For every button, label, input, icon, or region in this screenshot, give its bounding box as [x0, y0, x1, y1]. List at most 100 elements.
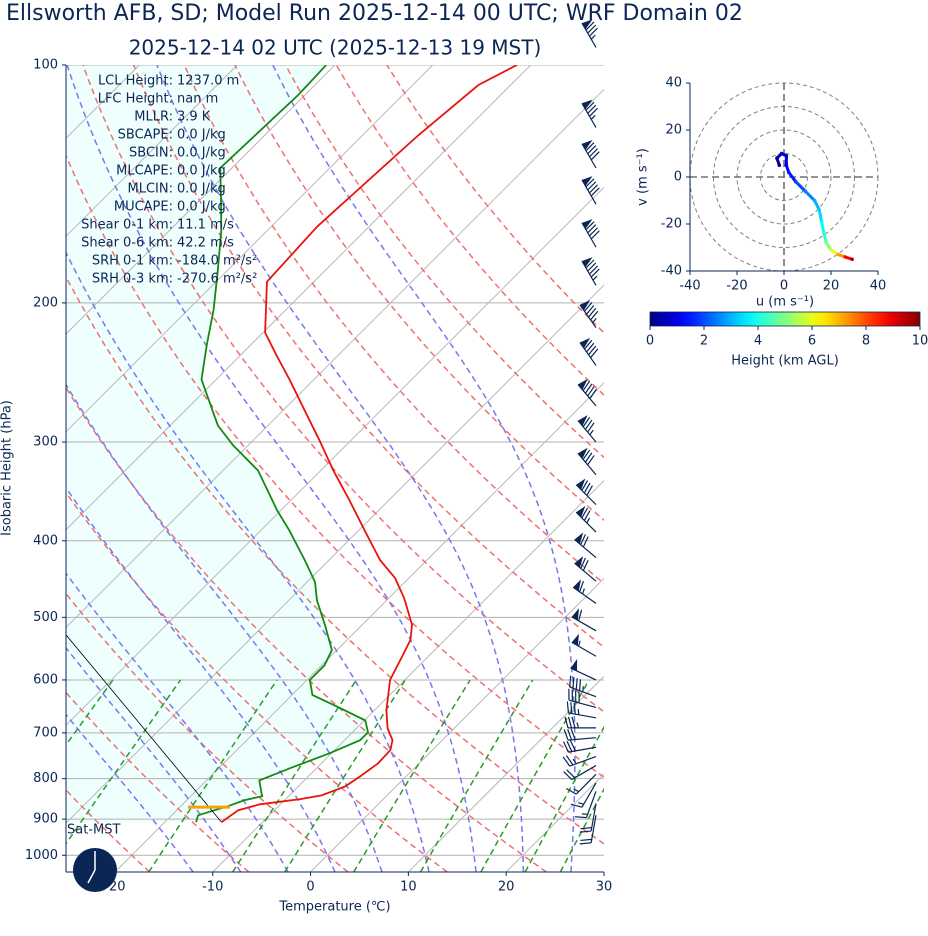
stat-value: 11.1 m/s: [177, 218, 234, 233]
profile-line: [195, 65, 369, 823]
wind-barb: [577, 378, 597, 407]
barb-full: [587, 181, 597, 191]
wind-barb: [577, 447, 597, 476]
barb-full: [587, 224, 597, 234]
barb-full: [587, 422, 595, 433]
barb-staff: [581, 782, 597, 808]
barb-staff: [579, 342, 597, 366]
barb-full: [589, 388, 597, 399]
barb-half: [592, 275, 598, 281]
barb-full: [580, 534, 586, 545]
stat-label: Shear 0-6 km:: [81, 236, 173, 251]
hodo-x-tick-label: -40: [679, 279, 700, 294]
barb-flag: [578, 447, 588, 459]
y-tick-label: 100: [33, 58, 58, 73]
barb-full: [565, 755, 574, 766]
y-tick-label: 400: [33, 533, 58, 548]
barb-full: [587, 455, 595, 466]
barb-flag: [570, 659, 578, 672]
barb-full: [587, 104, 597, 114]
profile-line: [220, 65, 518, 823]
stat-value: -184.0 m²/s²: [177, 254, 257, 269]
barb-half: [581, 588, 585, 595]
dry-adiabat: [66, 592, 349, 872]
x-tick-label: 20: [498, 880, 515, 895]
barb-full: [585, 101, 595, 111]
isotherm: [114, 382, 604, 872]
barb-staff: [585, 791, 597, 818]
hodo-y-tick-label: 40: [665, 76, 682, 91]
stat-label: MLCAPE:: [116, 164, 173, 179]
barb-full: [563, 729, 569, 741]
barb-half: [589, 429, 594, 436]
barb-flag: [582, 257, 593, 268]
stat-value: -270.6 m²/s²: [177, 272, 257, 287]
barb-half: [592, 318, 597, 324]
barb-staff: [571, 765, 597, 781]
barb-half: [577, 709, 580, 715]
stat-value: 0.0 J/kg: [177, 164, 226, 179]
mixing-ratio-line: [524, 725, 604, 872]
barb-full: [590, 187, 600, 197]
barb-full: [590, 230, 600, 240]
wind-barb: [574, 556, 597, 582]
chart-title: Ellsworth AFB, SD; Model Run 2025-12-14 …: [6, 1, 743, 26]
barb-flag: [571, 633, 579, 646]
barb-staff: [581, 143, 597, 169]
barb-full: [590, 151, 600, 161]
dry-adiabat: [82, 65, 604, 713]
colorbar-tick-label: 10: [912, 334, 928, 349]
barb-full: [588, 307, 597, 318]
stat-value: 0.0 J/kg: [177, 146, 226, 161]
barb-full: [589, 227, 598, 237]
isotherm: [212, 480, 604, 872]
isotherm: [66, 65, 238, 237]
wind-barb: [571, 608, 597, 632]
barb-full: [575, 816, 587, 819]
barb-full: [584, 383, 593, 394]
wind-barb: [575, 505, 597, 533]
barb-full: [589, 107, 598, 117]
mixing-ratio-line: [66, 679, 182, 845]
wind-barb: [564, 716, 596, 729]
barb-staff: [575, 773, 597, 795]
barb-full: [590, 268, 600, 278]
y-tick-label: 1000: [25, 848, 58, 863]
barb-full: [584, 452, 593, 463]
hodo-segment: [787, 170, 798, 184]
wind-barb: [570, 659, 597, 681]
dry-adiabat: [386, 65, 604, 334]
barb-flag: [579, 337, 591, 349]
hodo-x-label: u (m s⁻¹): [756, 295, 814, 310]
barb-full: [578, 609, 583, 621]
barb-full: [566, 787, 577, 795]
barb-full: [582, 417, 591, 428]
chart-subtitle: 2025-12-14 02 UTC (2025-12-13 19 MST): [129, 36, 542, 60]
hodo-segment: [820, 220, 826, 235]
moist-adiabat: [66, 65, 477, 872]
hodo-y-label: v (m s⁻¹): [636, 148, 651, 206]
barb-staff: [572, 586, 597, 604]
barb-flag: [573, 579, 581, 592]
wind-barb: [572, 579, 597, 604]
colorbar: [649, 311, 921, 327]
hodo-y-tick-label: -20: [661, 217, 682, 232]
wind-barb: [581, 219, 600, 248]
barb-flag: [578, 415, 588, 426]
barb-staff: [569, 755, 597, 767]
wind-barb: [579, 337, 599, 366]
dry-adiabat: [66, 788, 151, 872]
stat-label: SRH 0-1 km:: [92, 254, 173, 269]
barb-full: [588, 345, 597, 356]
barb-half: [572, 758, 577, 765]
wind-barb: [577, 415, 597, 443]
barb-full: [582, 380, 591, 391]
barb-half: [586, 517, 591, 524]
hodograph: -40 -20 0 20 40 -40 -20 0 20 40: [661, 76, 887, 294]
wind-barb: [563, 728, 597, 741]
barb-flag: [576, 478, 586, 490]
stat-value: 0.0 J/kg: [177, 128, 226, 143]
barb-full: [581, 480, 589, 491]
barb-flag: [579, 300, 591, 311]
